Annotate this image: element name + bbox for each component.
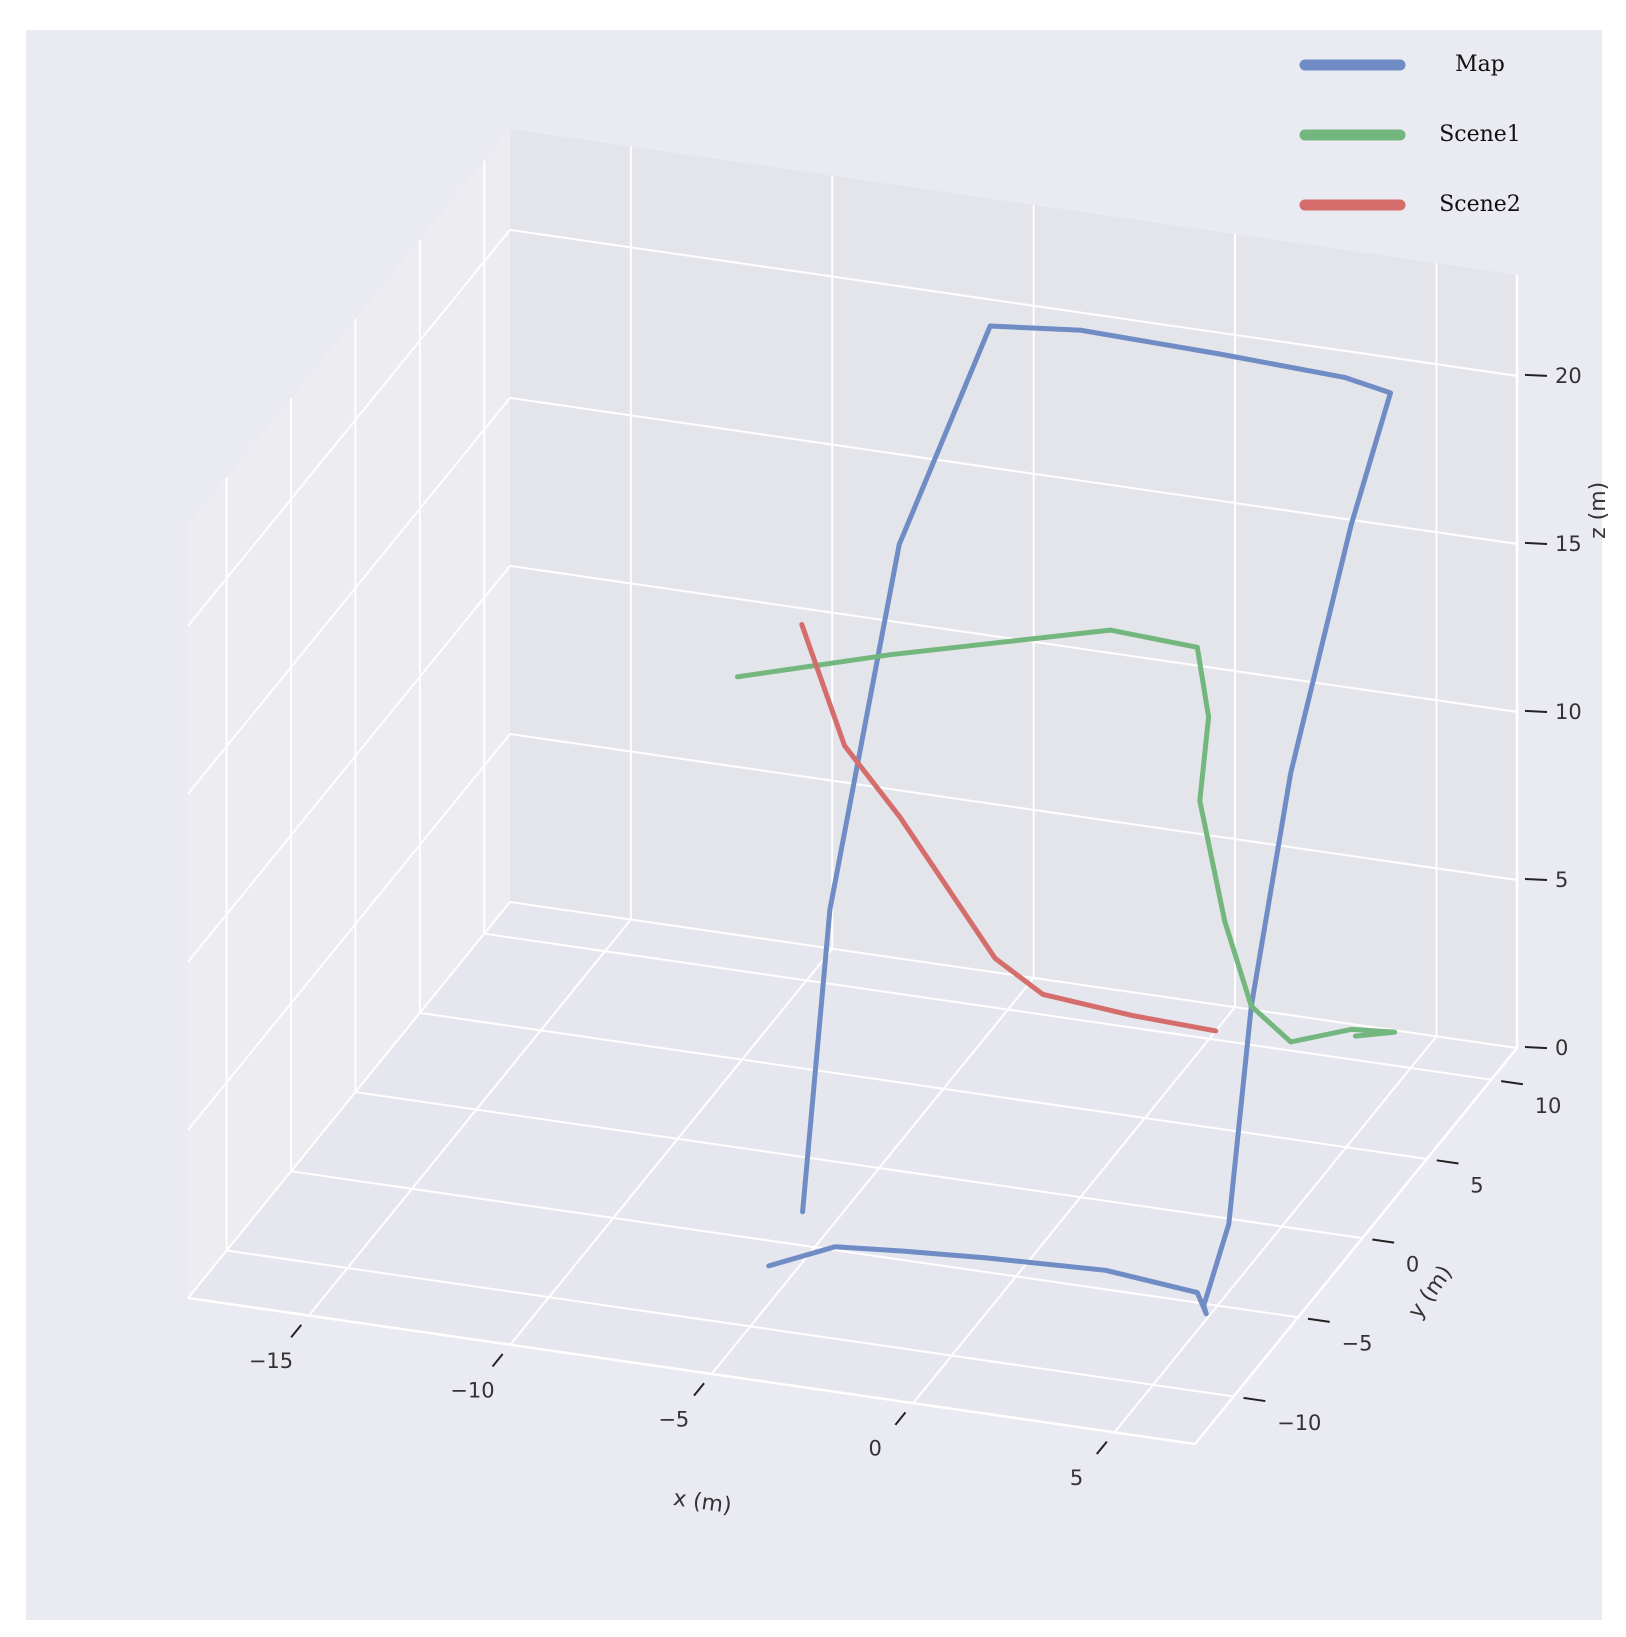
x-tick-mark	[290, 1324, 303, 1338]
z-tick-label: 20	[1555, 364, 1582, 388]
grid-line-x-floor	[710, 977, 1035, 1375]
grid-line-z-left	[187, 901, 511, 1299]
x-tick-label: −5	[658, 1408, 689, 1432]
y-tick-label: −10	[1277, 1411, 1321, 1435]
y-tick-mark	[1500, 1080, 1524, 1086]
x-tick-label: 0	[869, 1437, 882, 1461]
y-tick-label: 0	[1406, 1253, 1419, 1277]
z-tick-label: 0	[1555, 1036, 1568, 1060]
grid-line-y-floor	[290, 1170, 1299, 1319]
z-tick-mark	[1524, 541, 1548, 545]
x-tick-mark	[491, 1353, 504, 1368]
grid-line-y-floor	[419, 1011, 1427, 1160]
y-tick-mark	[1372, 1238, 1395, 1244]
grid-line-y-floor	[226, 1249, 1234, 1398]
x-tick-mark	[693, 1382, 705, 1397]
y-tick-mark	[1243, 1396, 1266, 1403]
x-axis-line	[187, 1296, 1196, 1446]
grid-line-x-floor	[1113, 1035, 1438, 1433]
grid-line-z-left	[187, 565, 511, 963]
series-line-map	[766, 323, 1393, 1317]
legend-label-map: Map	[1455, 52, 1505, 77]
z-tick-mark	[1524, 877, 1548, 882]
grid-line-z-left	[187, 733, 511, 1131]
data-series	[734, 323, 1398, 1317]
grid-line-x-floor	[509, 948, 834, 1346]
floor-pane	[188, 902, 1517, 1444]
y-tick-mark	[1307, 1317, 1330, 1323]
x-tick-label: 5	[1070, 1466, 1083, 1490]
axis-ticks: −15 −10 −5 0 5 10 5 0 −5 −10 0 5 10 15 20	[187, 275, 1582, 1490]
z-tick-mark	[1524, 373, 1548, 377]
grid-line-z-back	[509, 396, 1518, 545]
legend-label-scene1: Scene1	[1439, 122, 1521, 147]
grid-line-z-left	[187, 229, 511, 627]
y-axis-line	[1194, 1047, 1518, 1445]
grid-line-x-floor	[912, 1006, 1236, 1404]
z-axis-label: z (m)	[1586, 482, 1611, 539]
series-line-scene1	[734, 627, 1398, 1045]
axis-panes	[188, 129, 1517, 1444]
z-tick-label: 5	[1555, 868, 1568, 892]
x-tick-mark	[1095, 1440, 1108, 1455]
grid-line-z-left	[187, 397, 511, 795]
grid-line-z-back	[509, 228, 1518, 377]
series-line-scene2	[799, 622, 1219, 1034]
grid-line-y-floor	[355, 1091, 1363, 1240]
y-tick-label: 10	[1535, 1094, 1562, 1118]
left-wall-pane	[188, 129, 510, 1298]
y-tick-label: −5	[1342, 1332, 1373, 1356]
grid-line-z-back	[509, 732, 1518, 881]
back-wall-pane	[510, 129, 1517, 1048]
legend-label-scene2: Scene2	[1439, 192, 1521, 217]
grid-line-y-floor	[484, 932, 1492, 1081]
z-tick-mark	[1524, 709, 1548, 714]
legend: Map Scene1 Scene2	[1290, 40, 1560, 240]
z-tick-label: 15	[1555, 532, 1582, 556]
y-tick-mark	[1436, 1159, 1459, 1165]
z-tick-mark	[1524, 1046, 1548, 1050]
grid-line-x-floor	[308, 918, 632, 1317]
z-tick-label: 10	[1555, 700, 1582, 724]
x-tick-label: −10	[450, 1378, 494, 1402]
y-tick-label: 5	[1470, 1173, 1483, 1197]
x-tick-label: −15	[249, 1349, 293, 1373]
x-tick-mark	[894, 1411, 907, 1426]
